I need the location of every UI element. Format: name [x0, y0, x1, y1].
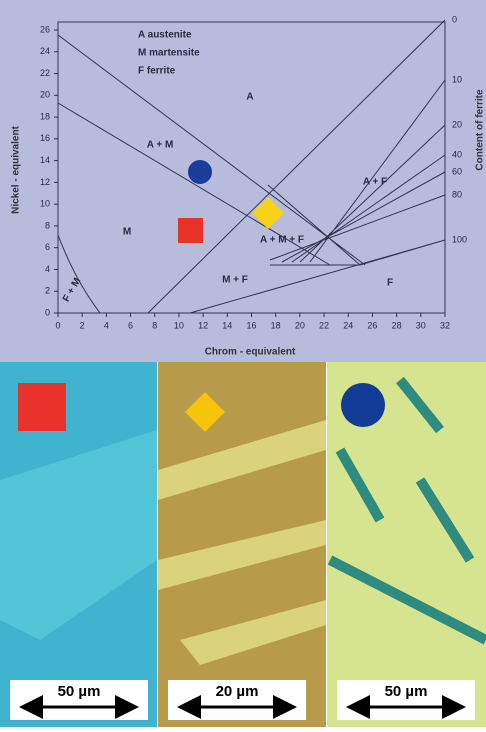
right-tick-label: 60	[452, 166, 462, 176]
region-label: A + F	[363, 177, 387, 188]
x-tick-label: 32	[440, 320, 450, 330]
page: A austenite M martensite F ferrite Chrom…	[0, 0, 486, 727]
y-tick-label: 4	[45, 264, 50, 274]
y-tick-label: 2	[45, 286, 50, 296]
y-tick-label: 22	[40, 68, 50, 78]
region-label: M + F	[222, 275, 248, 286]
x-tick-label: 16	[246, 320, 256, 330]
right-tick-label: 10	[452, 74, 462, 84]
x-tick-label: 2	[80, 320, 85, 330]
x-axis-label: Chrom - equivalent	[205, 347, 296, 358]
x-tick-label: 20	[295, 320, 305, 330]
scale-label: 20 µm	[216, 683, 259, 700]
y-tick-label: 6	[45, 242, 50, 252]
y-tick-label: 24	[40, 46, 50, 56]
legend-item: F ferrite	[138, 66, 176, 77]
y-tick-label: 0	[45, 307, 50, 317]
x-tick-label: 24	[343, 320, 353, 330]
scale-label: 50 µm	[58, 683, 101, 700]
y-tick-label: 14	[40, 155, 50, 165]
right-tick-label: 100	[452, 234, 467, 244]
y-tick-label: 10	[40, 199, 50, 209]
x-tick-label: 30	[416, 320, 426, 330]
region-label: F	[387, 278, 393, 289]
scale-label: 50 µm	[385, 683, 428, 700]
y-tick-label: 20	[40, 90, 50, 100]
region-label: A + M + F	[260, 235, 304, 246]
right-tick-label: 0	[452, 14, 457, 24]
y-tick-label: 18	[40, 111, 50, 121]
x-tick-label: 8	[152, 320, 157, 330]
x-tick-label: 18	[271, 320, 281, 330]
legend-item: M martensite	[138, 48, 200, 59]
right-tick-label: 20	[452, 119, 462, 129]
region-label: A + M	[147, 140, 174, 151]
y-tick-label: 26	[40, 24, 50, 34]
right-tick-label: 40	[452, 149, 462, 159]
x-tick-label: 0	[55, 320, 60, 330]
x-tick-label: 14	[222, 320, 232, 330]
region-label: M	[123, 227, 131, 238]
x-tick-label: 12	[198, 320, 208, 330]
x-tick-label: 26	[367, 320, 377, 330]
y-tick-label: 16	[40, 133, 50, 143]
y-axis-label: Nickel - equivalent	[11, 125, 22, 213]
right-tick-label: 80	[452, 189, 462, 199]
y-tick-label: 12	[40, 177, 50, 187]
x-tick-label: 28	[392, 320, 402, 330]
micrographs	[0, 362, 486, 727]
diagram-bg	[0, 0, 486, 362]
region-label: A	[246, 92, 253, 103]
x-tick-label: 6	[128, 320, 133, 330]
right-axis-label: Content of ferrite	[475, 89, 486, 171]
legend-item: A austenite	[138, 30, 192, 41]
y-tick-label: 8	[45, 220, 50, 230]
x-tick-label: 10	[174, 320, 184, 330]
x-tick-label: 22	[319, 320, 329, 330]
x-tick-label: 4	[104, 320, 109, 330]
